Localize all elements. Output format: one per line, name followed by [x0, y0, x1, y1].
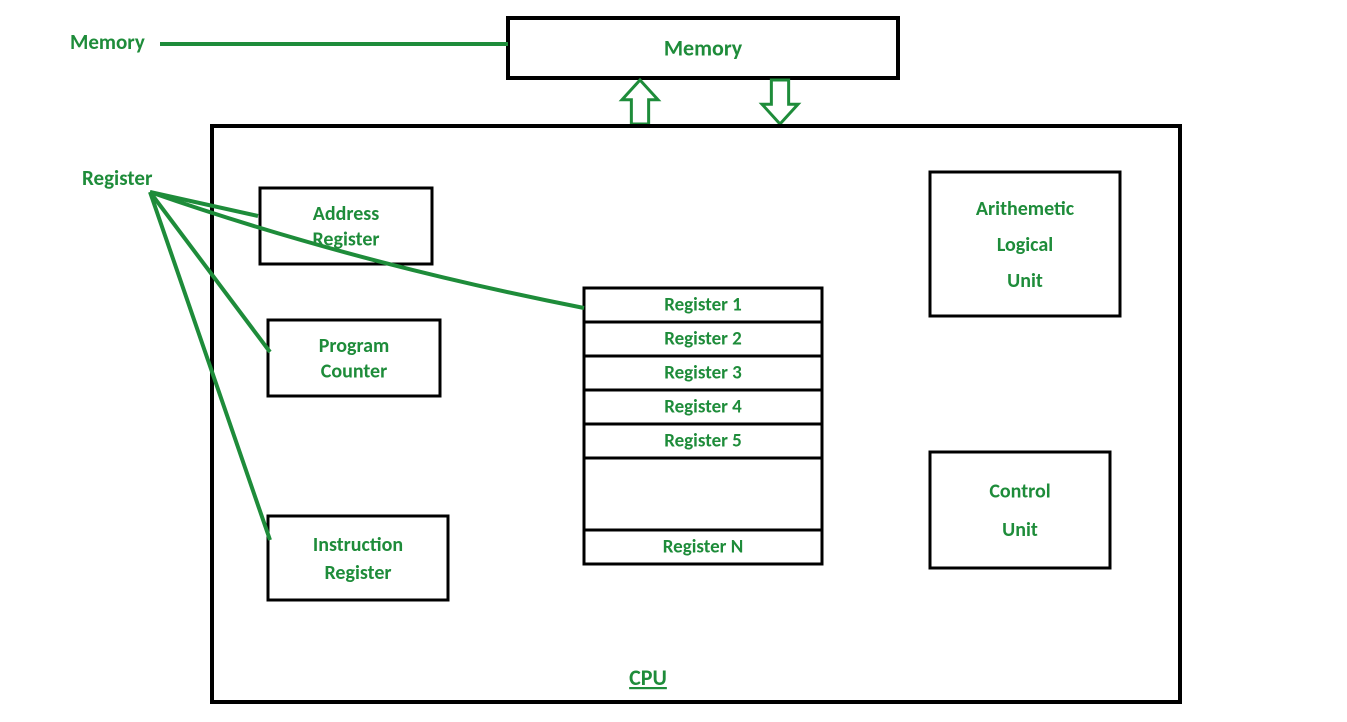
memory-box: Memory	[508, 18, 898, 78]
memory-box-label: Memory	[664, 34, 743, 61]
left-box-2-line-0: Instruction	[313, 533, 403, 557]
arrow-up-icon	[622, 80, 658, 124]
right-box-0-line-2: Unit	[1007, 269, 1043, 293]
left-box-2: Instruction Register	[268, 516, 448, 600]
left-box-2-line-1: Register	[324, 561, 391, 585]
arrow-down-icon	[762, 80, 798, 124]
left-box-1-line-0: Program	[319, 334, 390, 358]
right-box-1-line-1: Unit	[1002, 518, 1038, 542]
right-box-0: Arithemetic Logical Unit	[930, 172, 1120, 316]
left-box-1: ProgramCounter	[268, 320, 440, 396]
register-stack-row-6-label: Register N	[663, 536, 744, 559]
register-stack-row-1-label: Register 2	[664, 328, 742, 351]
register-side-label: Register	[82, 165, 153, 191]
right-box-1: Control Unit	[930, 452, 1110, 568]
cpu-label: CPU	[629, 664, 667, 691]
register-stack-row-0-label: Register 1	[664, 294, 742, 317]
right-box-0-line-1: Logical	[997, 233, 1053, 257]
register-stack-row-2-label: Register 3	[664, 362, 742, 385]
left-box-1-line-1: Counter	[321, 360, 387, 384]
right-box-0-line-0: Arithemetic	[976, 197, 1075, 221]
right-box-1-line-0: Control	[989, 480, 1050, 504]
register-stack: Register 1 Register 2 Register 3 Register 4…	[584, 288, 822, 564]
register-stack-row-4-label: Register 5	[664, 430, 742, 453]
left-box-0-line-0: Address	[313, 202, 380, 226]
memory-side-label: Memory	[70, 29, 145, 55]
register-stack-row-3-label: Register 4	[664, 396, 742, 419]
